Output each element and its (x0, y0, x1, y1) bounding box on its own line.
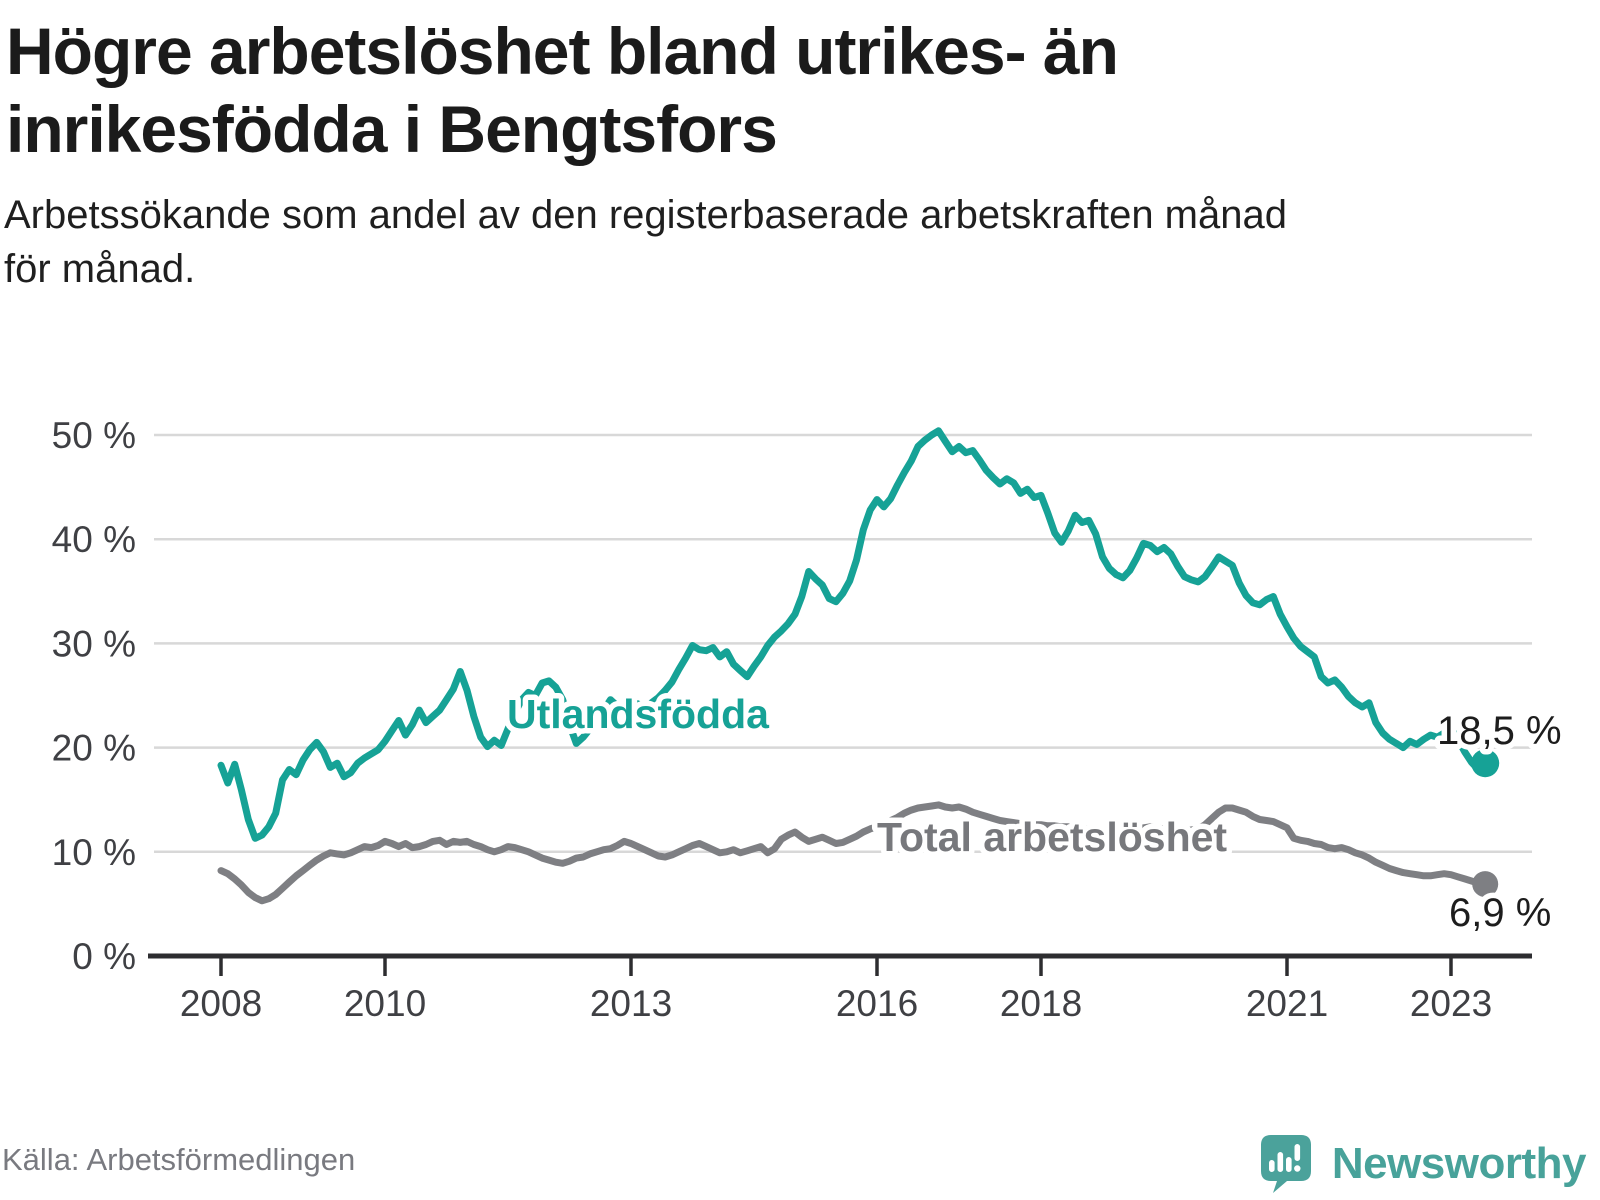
logo-bar-2 (1277, 1152, 1283, 1172)
page-title: Högre arbetslöshet bland utrikes- än inr… (6, 12, 1456, 168)
series-line-utlandsfodda (217, 427, 1489, 842)
x-tick-label: 2023 (1410, 983, 1492, 1024)
end-value-label-total: 6,9 % (1449, 891, 1551, 935)
series-end-dot-utlandsfodda (1471, 749, 1500, 778)
series-label-total: Total arbetslöshet (877, 814, 1227, 860)
y-tick-label: 20 % (52, 728, 136, 769)
x-tick-label: 2016 (836, 983, 918, 1024)
y-tick-label: 40 % (52, 519, 136, 560)
newsworthy-brand: Newsworthy (1260, 1134, 1587, 1198)
chart-subtitle: Arbetssökande som andel av den registerb… (4, 188, 1564, 296)
logo-exclamation-dot (1293, 1165, 1301, 1172)
subtitle-line-1: Arbetssökande som andel av den registerb… (4, 193, 1287, 237)
logo-exclamation-bar (1294, 1144, 1300, 1161)
series-line-total (217, 801, 1489, 905)
series-label-utlandsfodda: Utlandsfödda (507, 691, 770, 737)
y-tick-label: 10 % (52, 832, 136, 873)
title-line-1: Högre arbetslöshet bland utrikes- än (6, 14, 1119, 88)
x-tick-label: 2021 (1246, 983, 1328, 1024)
x-tick-label: 2008 (180, 983, 262, 1024)
series-end-dot-total (1472, 871, 1499, 898)
brand-name: Newsworthy (1331, 1139, 1587, 1188)
source-note: Källa: Arbetsförmedlingen (2, 1142, 356, 1177)
x-tick-label: 2018 (1000, 983, 1082, 1024)
logo-bar-1 (1268, 1160, 1275, 1172)
newsworthy-logo-icon (1260, 1135, 1311, 1193)
y-tick-label: 50 % (52, 415, 136, 456)
y-tick-label: 30 % (52, 623, 136, 664)
y-tick-label: 0 % (72, 936, 136, 977)
end-value-label-utlandsfodda: 18,5 % (1437, 709, 1562, 753)
x-tick-label: 2013 (590, 983, 672, 1024)
title-line-2: inrikesfödda i Bengtsfors (6, 92, 778, 166)
subtitle-line-2: för månad. (4, 247, 196, 291)
logo-bar-3 (1285, 1157, 1292, 1172)
x-tick-label: 2010 (344, 983, 426, 1024)
